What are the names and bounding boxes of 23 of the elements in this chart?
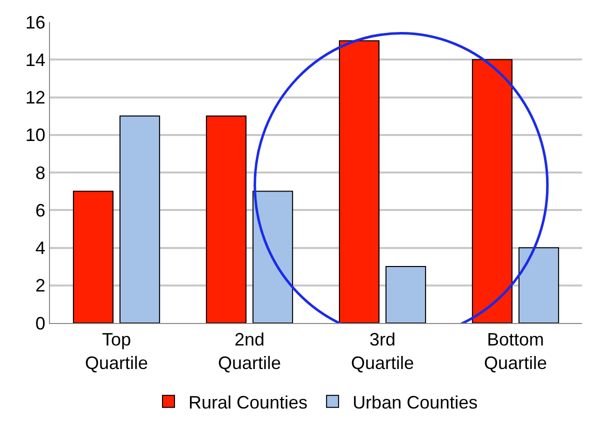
bar: [252, 190, 294, 323]
bar: [206, 116, 247, 323]
bar: [518, 247, 560, 323]
y-tick-label: 4: [35, 238, 46, 258]
y-tick-label: 12: [25, 88, 46, 108]
y-tick-label: 14: [25, 50, 46, 70]
y-tick-label: 6: [35, 200, 46, 220]
y-tick-label: 8: [35, 162, 46, 183]
x-tick-label: 3rd Quartile: [350, 330, 414, 373]
bar: [338, 40, 380, 323]
bar: [472, 59, 513, 323]
x-tick-label: Top Quartile: [84, 330, 148, 373]
y-tick-label: 0: [35, 313, 46, 334]
legend-label: Rural Counties: [188, 392, 308, 412]
y-tick-label: 2: [35, 276, 46, 296]
bar: [72, 190, 114, 323]
bar: [119, 116, 160, 323]
legend-label: Urban Counties: [352, 392, 478, 412]
y-tick-label: 16: [25, 12, 46, 32]
y-tick-label: 10: [25, 125, 46, 146]
x-tick-label: Bottom Quartile: [484, 330, 548, 373]
x-tick-label: 2nd Quartile: [218, 330, 282, 373]
bar: [385, 266, 426, 323]
